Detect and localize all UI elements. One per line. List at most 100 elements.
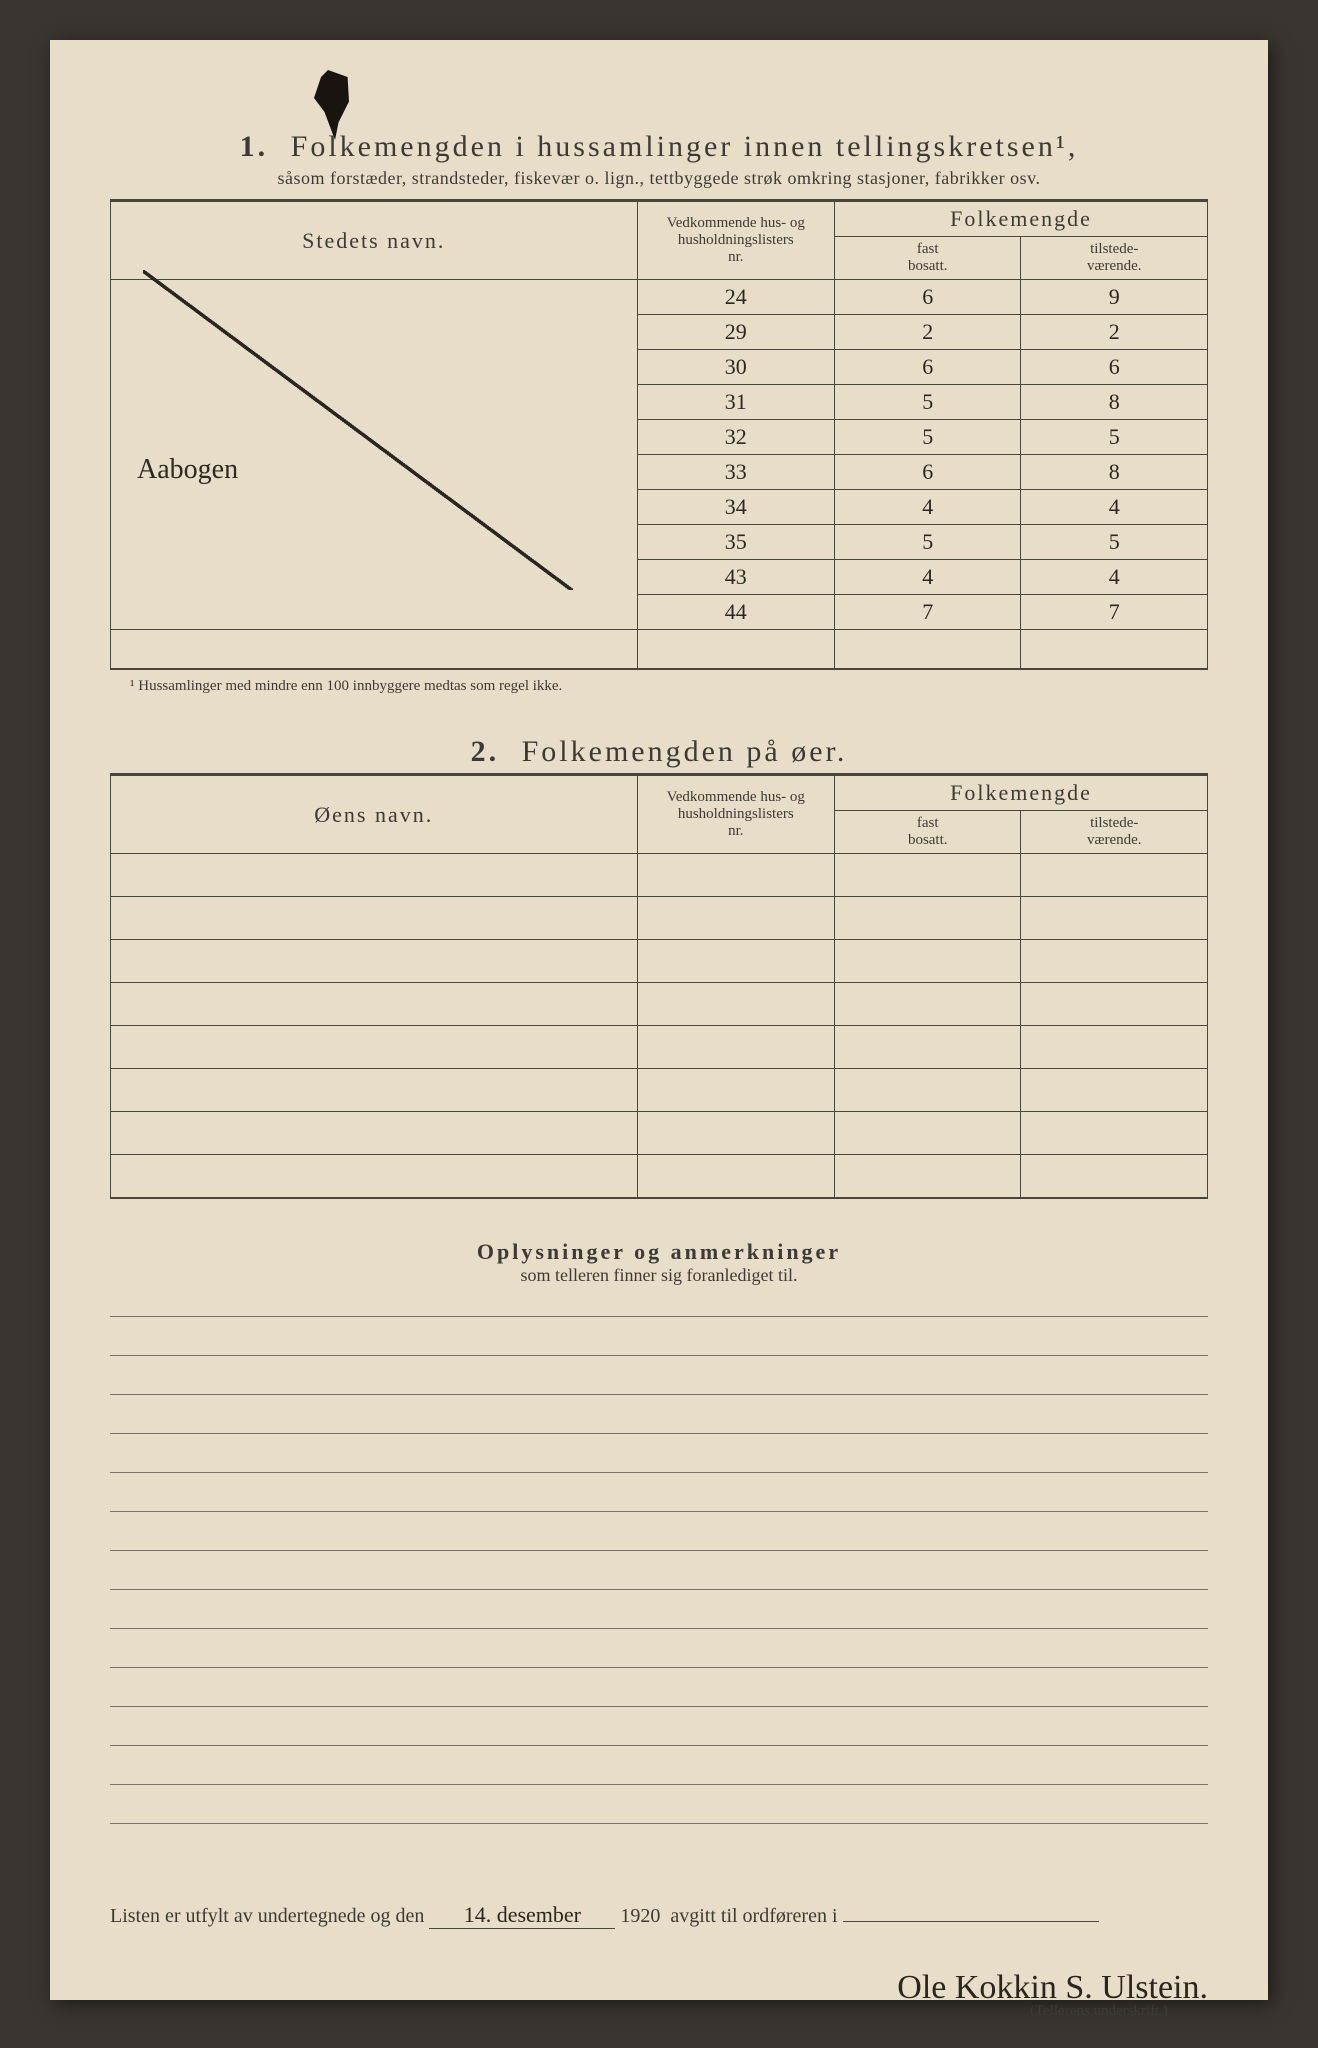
footer-date-hand: 14. desember bbox=[429, 1902, 615, 1929]
header-oens-navn: Øens navn. bbox=[111, 775, 638, 854]
section2-title-text: Folkemengden på øer. bbox=[522, 735, 848, 768]
empty-cell bbox=[835, 940, 1021, 983]
empty-cell bbox=[835, 1112, 1021, 1155]
census-form-page: 1. Folkemengden i hussamlinger innen tel… bbox=[50, 40, 1268, 2000]
header-fast: fast bosatt. bbox=[835, 237, 1021, 280]
footer-mid: avgitt til ordføreren i bbox=[670, 1905, 837, 1927]
cell-nr: 35 bbox=[637, 525, 834, 560]
remarks-lines bbox=[110, 1316, 1208, 1862]
header-liste-nr: Vedkommende hus- og husholdningslisters … bbox=[637, 201, 834, 280]
place-name-cell: Aabogen bbox=[111, 280, 638, 630]
empty-cell bbox=[111, 1026, 638, 1069]
footer-ordforer-blank bbox=[843, 1921, 1099, 1922]
cell-nr: 32 bbox=[637, 420, 834, 455]
ruled-line bbox=[110, 1628, 1208, 1667]
cell-fast: 7 bbox=[835, 595, 1021, 630]
section1-title-text: Folkemengden i hussamlinger innen tellin… bbox=[291, 130, 1079, 163]
empty-cell bbox=[835, 854, 1021, 897]
cell-nr: 44 bbox=[637, 595, 834, 630]
header-tilstede: tilstede- værende. bbox=[1021, 237, 1208, 280]
cell-tilst: 8 bbox=[1021, 455, 1208, 490]
remarks-title: Oplysninger og anmerkninger bbox=[110, 1239, 1208, 1265]
cell-fast: 5 bbox=[835, 525, 1021, 560]
table-row bbox=[111, 854, 1208, 897]
empty-cell bbox=[835, 983, 1021, 1026]
empty-cell bbox=[111, 983, 638, 1026]
cell-nr: 33 bbox=[637, 455, 834, 490]
cell-tilst: 6 bbox=[1021, 350, 1208, 385]
section2-body bbox=[111, 854, 1208, 1199]
header2-fast: fast bosatt. bbox=[835, 811, 1021, 854]
table-row bbox=[111, 897, 1208, 940]
section1-subtitle: såsom forstæder, strandsteder, fiskevær … bbox=[110, 168, 1208, 189]
empty-cell bbox=[637, 1112, 834, 1155]
header2-liste-nr: Vedkommende hus- og husholdningslisters … bbox=[637, 775, 834, 854]
header-nr-line1: Vedkommende hus- og bbox=[644, 215, 828, 232]
ruled-line bbox=[110, 1745, 1208, 1784]
table-row bbox=[111, 1112, 1208, 1155]
cell-fast: 4 bbox=[835, 490, 1021, 525]
cell-tilst: 7 bbox=[1021, 595, 1208, 630]
remarks-sub: som telleren finner sig foranlediget til… bbox=[110, 1265, 1208, 1286]
cell-tilst: 4 bbox=[1021, 560, 1208, 595]
ruled-line bbox=[110, 1589, 1208, 1628]
ruled-line bbox=[110, 1355, 1208, 1394]
empty-cell bbox=[1021, 854, 1208, 897]
section1-footnote: ¹ Hussamlinger med mindre enn 100 innbyg… bbox=[130, 678, 1208, 695]
empty-cell bbox=[637, 1026, 834, 1069]
section2-number: 2. bbox=[471, 735, 500, 768]
cell-tilst: 4 bbox=[1021, 490, 1208, 525]
footer-line: Listen er utfylt av undertegnede og den … bbox=[110, 1902, 1208, 1929]
section1-number: 1. bbox=[240, 130, 269, 163]
cell-nr: 30 bbox=[637, 350, 834, 385]
cell-fast: 4 bbox=[835, 560, 1021, 595]
header-stedets-navn: Stedets navn. bbox=[111, 201, 638, 280]
header-folkemengde: Folkemengde bbox=[835, 201, 1208, 237]
ruled-line bbox=[110, 1667, 1208, 1706]
footer-year: 1920 bbox=[620, 1905, 660, 1927]
section1-table: Stedets navn. Vedkommende hus- og hushol… bbox=[110, 199, 1208, 670]
section1-title: 1. Folkemengden i hussamlinger innen tel… bbox=[110, 130, 1208, 164]
cell-fast: 5 bbox=[835, 385, 1021, 420]
cell-tilst: 5 bbox=[1021, 525, 1208, 560]
cell-fast: 5 bbox=[835, 420, 1021, 455]
header-nr-line3: nr. bbox=[644, 249, 828, 266]
empty-cell bbox=[637, 1155, 834, 1199]
empty-cell bbox=[637, 897, 834, 940]
cell-nr: 43 bbox=[637, 560, 834, 595]
cell-fast: 6 bbox=[835, 455, 1021, 490]
empty-cell bbox=[1021, 1112, 1208, 1155]
table-row bbox=[111, 1026, 1208, 1069]
empty-cell bbox=[1021, 1069, 1208, 1112]
ruled-line bbox=[110, 1433, 1208, 1472]
empty-cell bbox=[1021, 1026, 1208, 1069]
ruled-line bbox=[110, 1550, 1208, 1589]
cell-tilst: 8 bbox=[1021, 385, 1208, 420]
cell-tilst: 5 bbox=[1021, 420, 1208, 455]
empty-cell bbox=[1021, 1155, 1208, 1199]
cell-tilst: 2 bbox=[1021, 315, 1208, 350]
empty-cell bbox=[835, 1069, 1021, 1112]
footer-pre: Listen er utfylt av undertegnede og den bbox=[110, 1905, 424, 1927]
table-row bbox=[111, 983, 1208, 1026]
table-row bbox=[111, 1069, 1208, 1112]
empty-cell bbox=[835, 897, 1021, 940]
empty-cell bbox=[111, 897, 638, 940]
section1-body: Aabogen246929223066315832553368344435554… bbox=[111, 280, 1208, 630]
header-nr-line2: husholdningslisters bbox=[644, 232, 828, 249]
empty-cell bbox=[835, 1155, 1021, 1199]
empty-cell bbox=[1021, 897, 1208, 940]
cell-nr: 31 bbox=[637, 385, 834, 420]
ruled-line bbox=[110, 1394, 1208, 1433]
cell-nr: 34 bbox=[637, 490, 834, 525]
table-row bbox=[111, 940, 1208, 983]
empty-cell bbox=[111, 1069, 638, 1112]
cell-nr: 29 bbox=[637, 315, 834, 350]
empty-cell bbox=[637, 1069, 834, 1112]
ruled-line bbox=[110, 1706, 1208, 1745]
ruled-line bbox=[110, 1511, 1208, 1550]
cell-nr: 24 bbox=[637, 280, 834, 315]
cell-fast: 6 bbox=[835, 280, 1021, 315]
table-row bbox=[111, 1155, 1208, 1199]
empty-cell bbox=[111, 854, 638, 897]
